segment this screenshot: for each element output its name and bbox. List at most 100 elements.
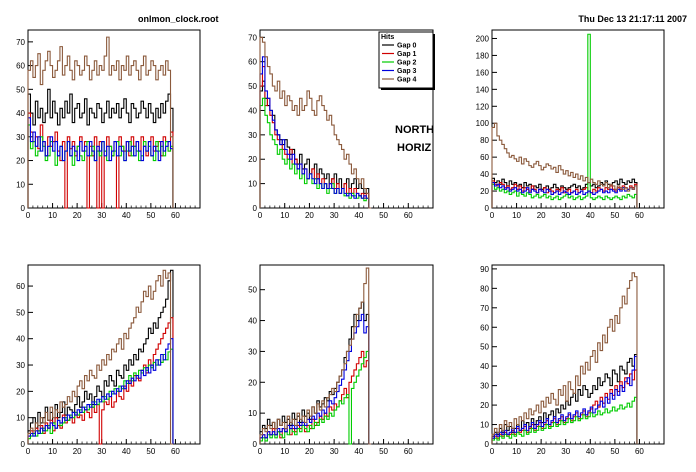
- x-tick-label: 30: [97, 447, 106, 456]
- x-tick-label: 50: [146, 447, 155, 456]
- y-tick-label: 10: [248, 409, 257, 418]
- series-gap-0: [27, 88, 174, 208]
- y-tick-label: 40: [16, 109, 25, 118]
- y-tick-label: 20: [248, 378, 257, 387]
- plot-frame: [27, 29, 201, 209]
- y-tick-label: 20: [16, 387, 25, 396]
- series-gap-4: [259, 267, 372, 445]
- series-gap-3: [491, 182, 638, 208]
- y-tick-label: 120: [476, 102, 490, 111]
- x-tick-label: 40: [586, 447, 595, 456]
- x-tick-label: 20: [537, 211, 546, 220]
- plot-frame: [27, 264, 201, 445]
- x-tick-label: 0: [258, 447, 263, 456]
- y-tick-label: 20: [248, 155, 257, 164]
- y-tick-label: 0: [485, 440, 490, 449]
- y-tick-label: 10: [248, 180, 257, 189]
- legend-entry: Gap 1: [397, 51, 417, 58]
- series-gap-0: [491, 177, 638, 208]
- x-tick-label: 40: [586, 211, 595, 220]
- y-tick-label: 50: [248, 286, 257, 295]
- y-tick-label: 30: [248, 347, 257, 356]
- series-gap-4: [27, 269, 173, 445]
- y-tick-label: 80: [480, 284, 489, 293]
- series-gap-1: [27, 317, 174, 445]
- y-tick-label: 60: [248, 58, 257, 67]
- legend-entry: Gap 3: [397, 68, 417, 75]
- x-tick-label: 10: [48, 211, 57, 220]
- series-gap-4: [259, 36, 372, 209]
- x-tick-label: 50: [146, 211, 155, 220]
- x-tick-label: 50: [610, 211, 619, 220]
- y-tick-label: 90: [480, 265, 489, 274]
- x-tick-label: 10: [512, 211, 521, 220]
- histogram-panel-bottom-right: 0 10 20 30 40 50 60 0 10 20 30 40 50 60 70 80 90: [480, 264, 665, 456]
- datetime-label: Thu Dec 13 21:17:11 2007: [578, 14, 687, 24]
- x-tick-label: 40: [354, 211, 363, 220]
- x-tick-label: 60: [171, 211, 180, 220]
- y-tick-label: 160: [476, 68, 490, 77]
- y-tick-label: 200: [476, 34, 490, 43]
- x-tick-label: 0: [490, 447, 495, 456]
- series-gap-3: [27, 117, 174, 208]
- y-tick-label: 40: [248, 317, 257, 326]
- y-tick-label: 20: [480, 401, 489, 410]
- x-tick-label: 20: [305, 447, 314, 456]
- series-gap-4: [27, 36, 174, 208]
- y-tick-label: 30: [16, 361, 25, 370]
- histogram-panel-top-middle: 0 10 20 30 40 50 60 0 10 20 30 40 50 60 70: [248, 29, 434, 220]
- y-tick-label: 0: [21, 204, 26, 213]
- series-gap-4: [491, 272, 638, 444]
- x-tick-label: 20: [305, 211, 314, 220]
- y-tick-label: 20: [480, 187, 489, 196]
- x-tick-label: 60: [404, 447, 413, 456]
- x-tick-label: 20: [73, 447, 82, 456]
- x-tick-label: 30: [330, 211, 339, 220]
- x-tick-label: 30: [561, 447, 570, 456]
- legend-entry: Gap 2: [397, 60, 417, 67]
- y-tick-label: 180: [476, 51, 490, 60]
- y-tick-label: 60: [16, 282, 25, 291]
- x-tick-label: 50: [379, 211, 388, 220]
- legend-title: Hits: [381, 34, 394, 41]
- y-tick-label: 60: [480, 153, 489, 162]
- y-tick-label: 40: [248, 106, 257, 115]
- y-tick-label: 70: [16, 38, 25, 47]
- y-tick-label: 50: [480, 343, 489, 352]
- y-tick-label: 0: [485, 204, 490, 213]
- series-gap-4: [491, 122, 638, 208]
- x-tick-label: 60: [404, 211, 413, 220]
- plot-frame: [491, 29, 665, 209]
- x-tick-label: 40: [122, 211, 131, 220]
- series-gap-3: [259, 56, 372, 209]
- y-tick-label: 60: [16, 62, 25, 71]
- x-tick-label: 60: [635, 447, 644, 456]
- legend-entry: Gap 4: [397, 77, 417, 84]
- y-tick-label: 10: [480, 421, 489, 430]
- x-tick-label: 40: [354, 447, 363, 456]
- x-tick-label: 10: [48, 447, 57, 456]
- annotation-north: NORTH: [395, 124, 434, 136]
- x-tick-label: 50: [379, 447, 388, 456]
- x-tick-label: 0: [26, 211, 31, 220]
- x-tick-label: 10: [512, 447, 521, 456]
- y-tick-label: 30: [16, 133, 25, 142]
- y-tick-label: 40: [480, 170, 489, 179]
- y-tick-label: 50: [16, 85, 25, 94]
- histogram-panel-top-right: 0 10 20 30 40 50 60 0 20 40 60 80 100 120 140 160 180 200: [476, 29, 665, 220]
- y-tick-label: 10: [16, 414, 25, 423]
- series-gap-2: [27, 348, 174, 444]
- file-name-label: onlmon_clock.root: [138, 14, 219, 24]
- y-tick-label: 80: [480, 136, 489, 145]
- x-tick-label: 10: [280, 211, 289, 220]
- x-tick-label: 20: [73, 211, 82, 220]
- x-tick-label: 50: [610, 447, 619, 456]
- x-tick-label: 0: [490, 211, 495, 220]
- x-tick-label: 0: [258, 211, 263, 220]
- x-tick-label: 10: [280, 447, 289, 456]
- x-tick-label: 40: [122, 447, 131, 456]
- histogram-panel-top-left: 0 10 20 30 40 50 60 0 10 20 30 40 50 60 70: [16, 29, 201, 220]
- series-gap-2: [491, 396, 638, 444]
